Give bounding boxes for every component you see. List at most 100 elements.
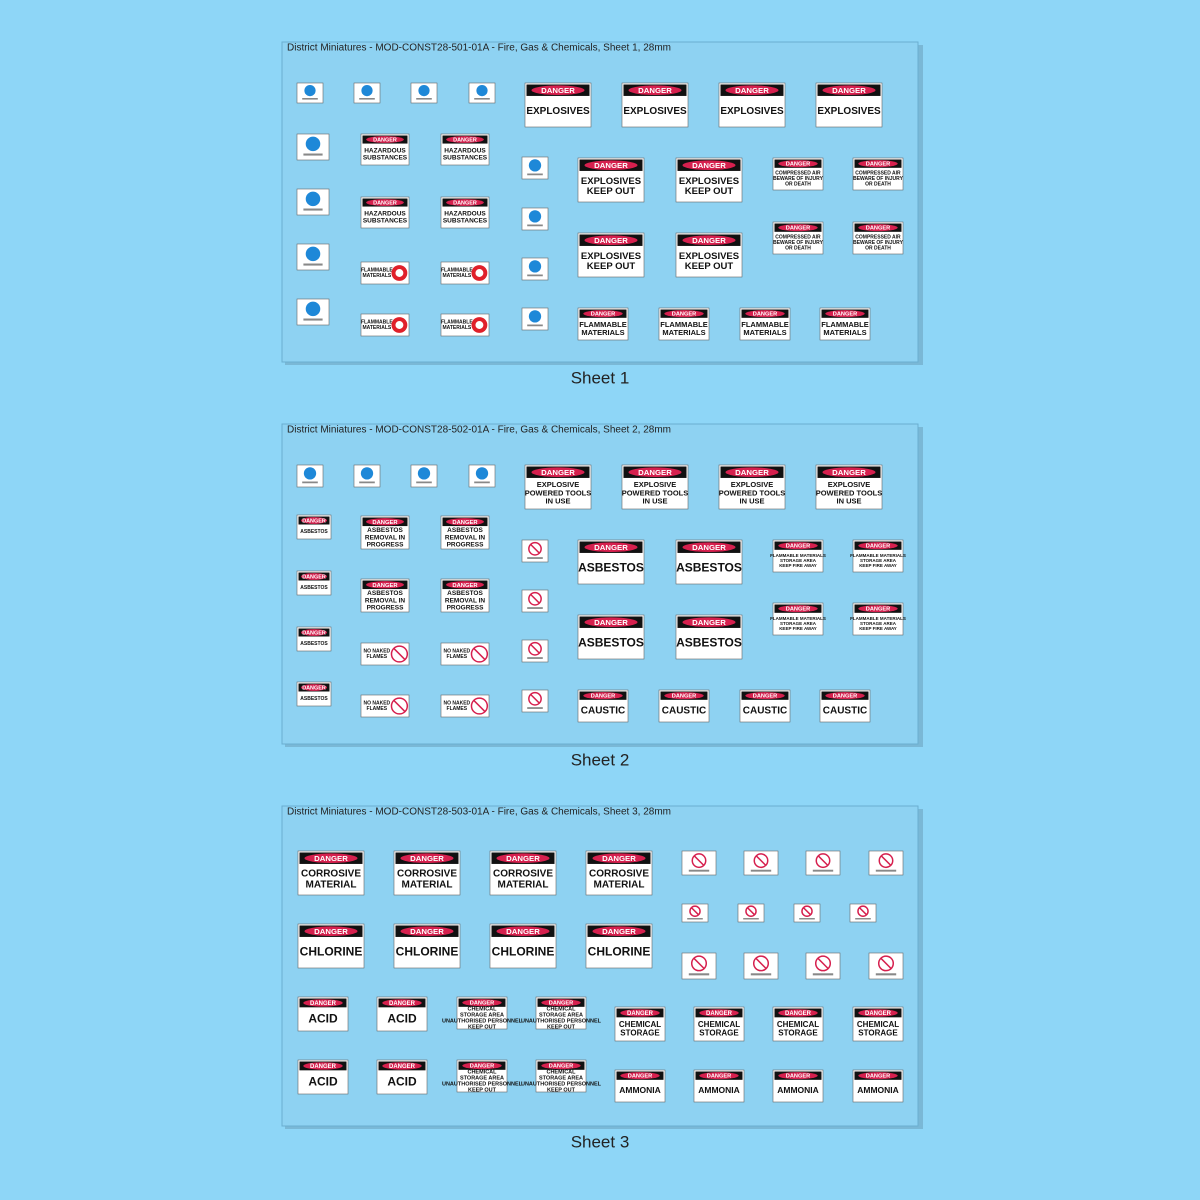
sign-text: EXPLOSIVES — [679, 251, 739, 262]
sign-small-print — [687, 918, 703, 920]
mandatory-icon — [361, 85, 373, 97]
sign-text: CAUSTIC — [662, 706, 706, 717]
sign-small-print — [359, 481, 375, 484]
danger-header: DANGER — [373, 200, 397, 206]
sign-text: CORROSIVE — [589, 869, 649, 880]
sign-small-print — [688, 973, 710, 976]
prohibition-slash — [858, 907, 868, 916]
danger-oval — [304, 853, 358, 864]
sign-text: NO NAKED — [364, 701, 391, 707]
mandatory-icon — [303, 467, 317, 480]
danger-header: DANGER — [692, 161, 726, 170]
no-flame-slash — [473, 699, 486, 713]
sign: DANGER ASBESTOS — [296, 570, 332, 596]
sign: DANGER CAUSTIC — [819, 689, 871, 723]
danger-header: DANGER — [628, 1074, 652, 1080]
danger-oval — [682, 235, 736, 246]
sign: DANGER CAUSTIC — [577, 689, 629, 723]
sign — [521, 639, 549, 663]
sign: DANGER ASBESTOS — [675, 539, 743, 585]
danger-oval — [303, 999, 343, 1007]
prohibition-slash — [530, 593, 540, 604]
mandatory-icon — [305, 301, 321, 317]
sign-small-print — [416, 481, 432, 484]
sign — [849, 903, 877, 923]
sign-text: CHLORINE — [492, 945, 555, 959]
no-flame-slash — [393, 647, 406, 661]
sign-small-print — [474, 481, 490, 484]
sign-text: STORAGE — [858, 1029, 898, 1038]
sign: DANGER CHLORINE — [585, 923, 653, 969]
danger-oval — [531, 85, 585, 96]
sign-text: KEEP OUT — [587, 261, 636, 272]
danger-header: DANGER — [672, 694, 696, 700]
danger-header: DANGER — [692, 236, 726, 245]
danger-oval — [664, 692, 704, 700]
sign-text: MATERIALS — [581, 328, 624, 337]
sign-text: HAZARDOUS — [364, 210, 406, 217]
sign-text: MATERIAL — [402, 880, 453, 891]
sheet-title: District Miniatures - MOD-CONST28-503-01… — [287, 807, 671, 818]
danger-oval — [822, 467, 876, 478]
danger-oval — [858, 224, 898, 232]
danger-header: DANGER — [453, 137, 477, 143]
sign-text: OR DEATH — [785, 182, 811, 188]
sign-text: IN USE — [739, 497, 764, 506]
sign-text: ASBESTOS — [578, 561, 644, 575]
sign-text: UNAUTHORISED PERSONNEL — [442, 1081, 523, 1087]
danger-header: DANGER — [785, 1011, 812, 1017]
sign-text: POWERED TOOLS — [525, 488, 592, 497]
sign-text: FLAMMABLE — [441, 320, 473, 326]
sign — [521, 257, 549, 281]
prohibition-slash — [693, 957, 705, 970]
sign-text: REMOVAL IN — [445, 534, 486, 541]
danger-oval — [496, 853, 550, 864]
sign-text: FLAMMABLE MATERIALS — [850, 616, 906, 621]
sign-text: MATERIALS — [823, 328, 866, 337]
sign — [793, 903, 821, 923]
mandatory-icon — [528, 159, 542, 172]
danger-oval — [778, 224, 818, 232]
danger-oval — [858, 1009, 898, 1017]
sign: DANGER ACID — [297, 996, 349, 1032]
danger-header: DANGER — [594, 543, 628, 552]
sign: DANGER ASBESTOS — [577, 539, 645, 585]
danger-header: DANGER — [506, 927, 540, 936]
sign — [296, 188, 330, 216]
sign-small-print — [303, 153, 323, 156]
sign — [296, 133, 330, 161]
mandatory-icon — [305, 246, 321, 262]
sign-text: CHEMICAL — [698, 1020, 740, 1029]
sign-text: ACID — [308, 1011, 338, 1025]
danger-oval — [725, 467, 779, 478]
sign-text: ACID — [308, 1074, 338, 1088]
sign-text: CHEMICAL — [619, 1020, 661, 1029]
sign: DANGER ASBESTOS — [296, 626, 332, 652]
sign-small-print — [527, 274, 543, 277]
sign-text: CORROSIVE — [397, 869, 457, 880]
sign-small-print — [302, 481, 318, 484]
sign — [681, 903, 709, 923]
mandatory-icon — [475, 467, 489, 480]
prohibition-slash — [755, 855, 767, 866]
danger-oval — [446, 581, 484, 589]
danger-oval — [300, 517, 328, 524]
danger-header: DANGER — [602, 927, 636, 936]
sign-text: STORAGE AREA — [860, 558, 897, 563]
danger-oval — [583, 310, 623, 318]
danger-oval — [620, 1009, 660, 1017]
sign-small-print — [750, 973, 772, 976]
